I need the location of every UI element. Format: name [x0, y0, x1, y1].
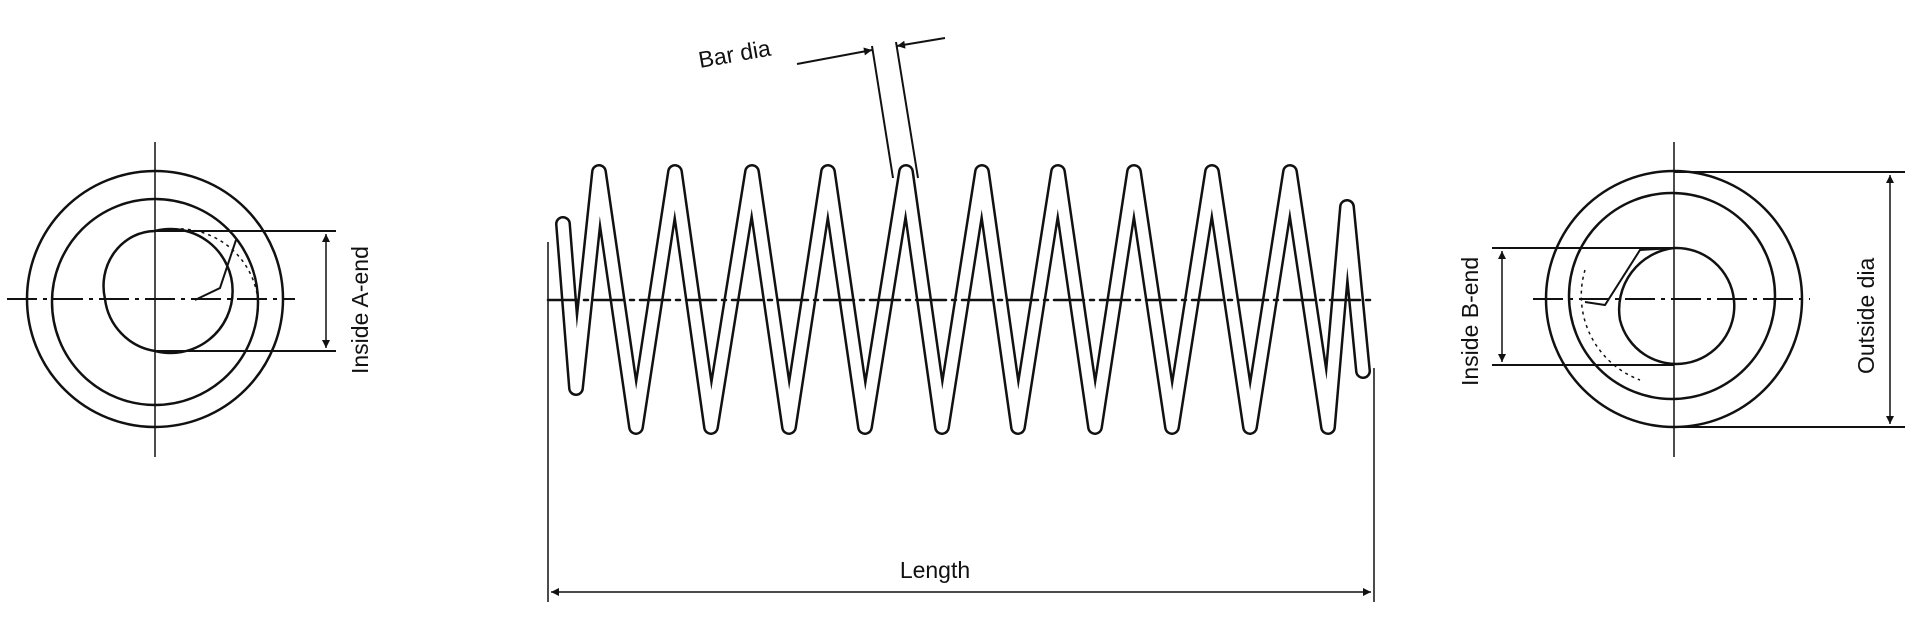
hidden-coil-line	[159, 228, 259, 301]
hidden-coil-line	[1580, 269, 1641, 381]
length-label: Length	[900, 557, 970, 583]
inside-b-end-label: Inside B-end	[1457, 257, 1483, 386]
inside-a-end-label: Inside A-end	[347, 246, 373, 374]
spring-side-view	[546, 164, 1374, 435]
inner-coil	[1617, 246, 1736, 366]
bar-dia-label: Bar dia	[696, 35, 772, 73]
dim-arrow	[796, 47, 873, 65]
b-end-view	[1492, 142, 1905, 457]
middle-coil	[1567, 191, 1777, 401]
dim-arrow	[896, 37, 946, 49]
outside-dia-label: Outside dia	[1853, 257, 1879, 374]
length-dimension	[547, 242, 1375, 602]
coil-end-hook	[194, 239, 237, 301]
inner-coil	[102, 227, 234, 355]
bar-dia-dimension	[796, 37, 946, 179]
dim-extension	[871, 45, 894, 179]
dim-extension	[895, 41, 919, 179]
a-end-view	[7, 142, 336, 457]
